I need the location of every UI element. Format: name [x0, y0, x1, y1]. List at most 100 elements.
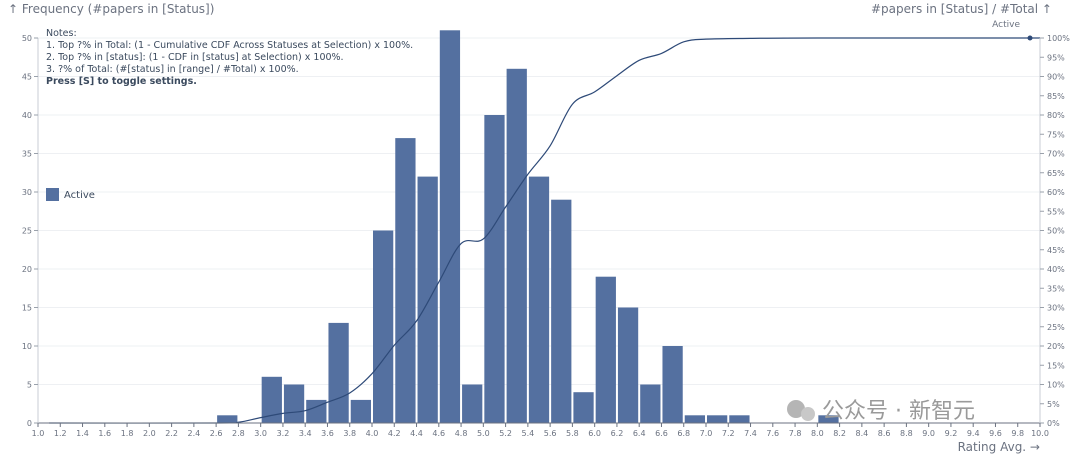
- bar-3.3[interactable]: [283, 384, 305, 424]
- y2-tick-label-20: 100%: [1047, 34, 1070, 43]
- y-tick-label-40: 40: [22, 111, 32, 120]
- y2-tick-label-19: 95%: [1047, 53, 1065, 62]
- bar-3.5[interactable]: [306, 399, 327, 423]
- x-tick-label-2.0: 2.0: [143, 429, 156, 438]
- bar-5.3[interactable]: [506, 68, 527, 424]
- bar-6.5[interactable]: [640, 384, 661, 424]
- y2-tick-label-13: 65%: [1047, 169, 1065, 178]
- x-tick-label-7.4: 7.4: [744, 429, 757, 438]
- x-tick-label-8.8: 8.8: [900, 429, 913, 438]
- bar-3.1[interactable]: [261, 376, 282, 423]
- x-tick-label-9.8: 9.8: [1011, 429, 1024, 438]
- x-tick-label-5.8: 5.8: [566, 429, 579, 438]
- wechat-icon: [787, 400, 805, 418]
- x-tick-label-3.8: 3.8: [343, 429, 356, 438]
- y-tick-label-5: 5: [27, 381, 32, 390]
- x-tick-label-2.6: 2.6: [210, 429, 223, 438]
- legend-swatch: [46, 188, 59, 201]
- x-tick-label-7.0: 7.0: [700, 429, 713, 438]
- x-tick-label-6.6: 6.6: [655, 429, 668, 438]
- bar-4.5[interactable]: [417, 176, 438, 423]
- bar-6.1[interactable]: [595, 276, 616, 423]
- y2-tick-label-12: 60%: [1047, 188, 1065, 197]
- bar-4.3[interactable]: [395, 138, 416, 423]
- bar-3.9[interactable]: [350, 399, 371, 423]
- cdf-line: [49, 37, 1041, 424]
- y2-tick-label-1: 5%: [1047, 400, 1060, 409]
- notes-line-2: 2. Top ?% in [status]: (1 - CDF in [stat…: [46, 52, 344, 63]
- bar-2.7[interactable]: [217, 415, 238, 423]
- notes-line-1: 1. Top ?% in Total: (1 - Cumulative CDF …: [46, 40, 413, 51]
- y2-tick-label-8: 40%: [1047, 265, 1065, 274]
- legend[interactable]: Active: [46, 188, 95, 201]
- bar-6.9[interactable]: [684, 415, 705, 423]
- bars: [217, 30, 839, 424]
- bar-6.3[interactable]: [617, 307, 639, 424]
- x-tick-label-9.6: 9.6: [989, 429, 1002, 438]
- bar-4.9[interactable]: [462, 384, 483, 424]
- y2-tick-label-5: 25%: [1047, 323, 1065, 332]
- x-tick-label-1.6: 1.6: [98, 429, 111, 438]
- x-tick-label-3.0: 3.0: [254, 429, 267, 438]
- y2-ticks: 0% 5% 10% 15% 20% 25% 30% 35% 40% 45% 50% 55% 60% 65%…: [1040, 34, 1070, 428]
- y-tick-label-25: 25: [22, 227, 32, 236]
- bar-7.3[interactable]: [729, 415, 750, 423]
- bar-5.9[interactable]: [573, 392, 594, 423]
- notes-settings-hint: Press [S] to toggle settings.: [46, 76, 197, 87]
- bar-6.7[interactable]: [662, 346, 683, 423]
- bar-4.7[interactable]: [439, 30, 461, 424]
- cdf-line-group: [49, 35, 1041, 424]
- x-tick-label-6.4: 6.4: [633, 429, 646, 438]
- y-tick-label-15: 15: [22, 304, 32, 313]
- y-tick-label-20: 20: [22, 265, 32, 274]
- x-tick-label-8.6: 8.6: [878, 429, 891, 438]
- x-tick-label-6.2: 6.2: [611, 429, 624, 438]
- x-tick-label-9.0: 9.0: [922, 429, 935, 438]
- y-tick-label-30: 30: [22, 188, 32, 197]
- x-tick-label-5.6: 5.6: [544, 429, 557, 438]
- left-axis-title: ↑ Frequency (#papers in [Status]): [8, 2, 214, 16]
- x-tick-label-7.2: 7.2: [722, 429, 735, 438]
- bar-5.7[interactable]: [551, 199, 572, 423]
- bar-5.1[interactable]: [484, 115, 505, 423]
- y-ticks: 0 5 10 15 20 25 30 35 40 45 50: [22, 34, 38, 428]
- x-tick-label-1.8: 1.8: [121, 429, 134, 438]
- x-ticks: 1.0 1.2 1.4 1.6 1.8 2.0 2.2 2.4 2.6 2.8 3.0 3.2 3.4 3…: [32, 423, 1049, 438]
- x-tick-label-8.4: 8.4: [855, 429, 868, 438]
- x-tick-label-1.4: 1.4: [76, 429, 89, 438]
- y2-tick-label-17: 85%: [1047, 92, 1065, 101]
- x-tick-label-10.0: 10.0: [1031, 429, 1049, 438]
- y2-tick-label-11: 55%: [1047, 207, 1065, 216]
- bar-8.1[interactable]: [818, 415, 839, 423]
- x-tick-label-5.2: 5.2: [499, 429, 512, 438]
- bar-5.5[interactable]: [528, 176, 550, 423]
- x-tick-label-4.2: 4.2: [388, 429, 401, 438]
- x-tick-label-1.0: 1.0: [32, 429, 45, 438]
- x-tick-label-3.4: 3.4: [299, 429, 312, 438]
- series-label-top: Active: [992, 20, 1020, 30]
- x-tick-label-8.2: 8.2: [833, 429, 846, 438]
- watermark: 公众号 · 新智元: [787, 399, 975, 424]
- notes-line-0: Notes:: [46, 28, 77, 39]
- bar-7.1[interactable]: [707, 415, 728, 423]
- x-tick-label-5.0: 5.0: [477, 429, 490, 438]
- x-tick-label-2.4: 2.4: [187, 429, 200, 438]
- bar-3.7[interactable]: [328, 322, 349, 423]
- y-tick-label-50: 50: [22, 34, 32, 43]
- y2-tick-label-7: 35%: [1047, 284, 1065, 293]
- right-axis-title: #papers in [Status] / #Total ↑: [871, 2, 1052, 16]
- y2-tick-label-9: 45%: [1047, 246, 1065, 255]
- y2-tick-label-10: 50%: [1047, 227, 1065, 236]
- bar-4.1[interactable]: [373, 230, 394, 424]
- notes-line-3: 3. ?% of Total: (#[status] in [range] / …: [46, 64, 299, 75]
- y2-tick-label-16: 80%: [1047, 111, 1065, 120]
- y2-tick-label-18: 90%: [1047, 73, 1065, 82]
- x-tick-label-1.2: 1.2: [54, 429, 67, 438]
- watermark-text: 公众号 · 新智元: [822, 399, 975, 424]
- y2-tick-label-2: 10%: [1047, 381, 1065, 390]
- x-tick-label-7.6: 7.6: [766, 429, 779, 438]
- cdf-endpoint[interactable]: [1027, 35, 1033, 41]
- y-tick-label-35: 35: [22, 150, 32, 159]
- y2-tick-label-6: 30%: [1047, 304, 1065, 313]
